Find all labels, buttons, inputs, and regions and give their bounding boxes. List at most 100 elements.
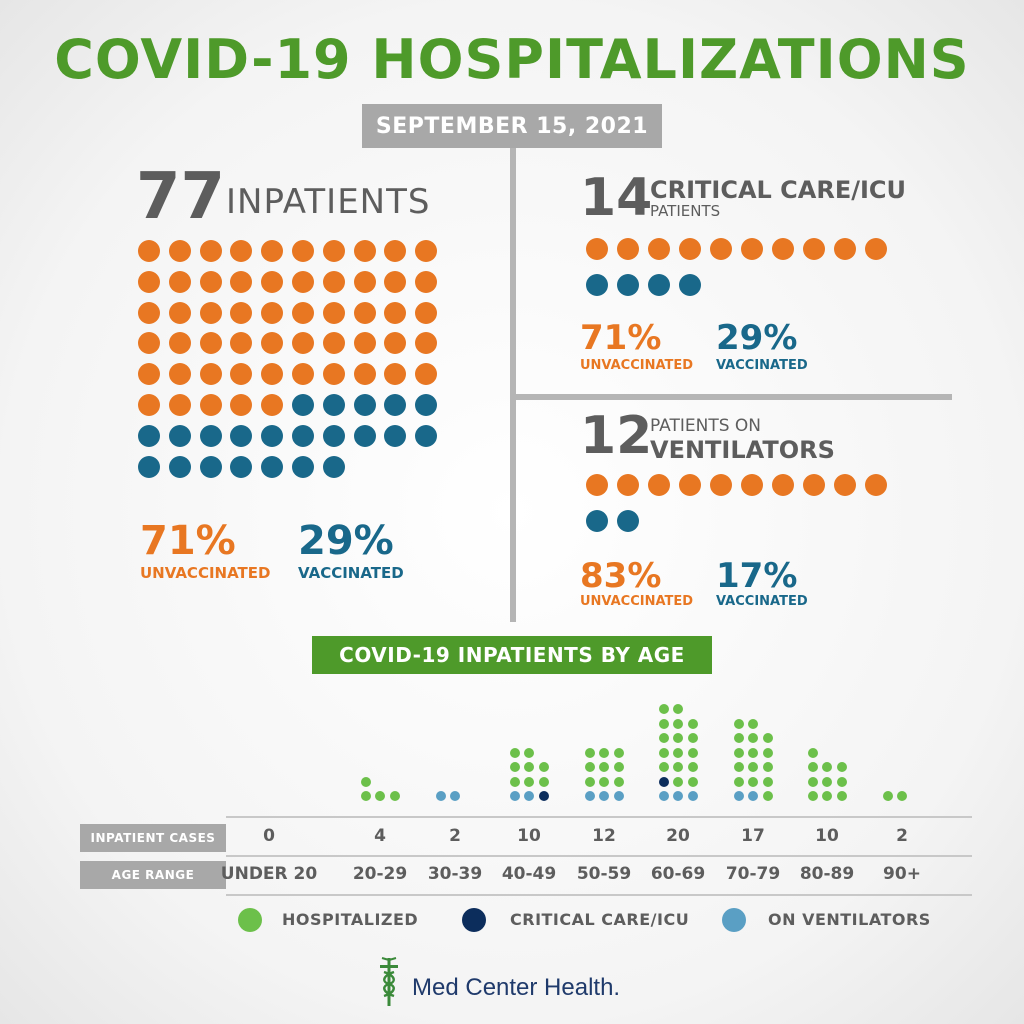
hospitalized-dot [360,791,371,801]
inpatient-vaccinated-dot [168,424,191,447]
inpatient-unvaccinated-dot [353,301,376,324]
hospitalized-dot [687,733,698,743]
hospitalized-dot [897,791,907,801]
inpatient-unvaccinated-dot [199,394,222,416]
icu-label-line1: CRITICAL CARE/ICU [650,176,907,204]
ventilator-dot [524,791,534,801]
icu-vaccinated-dot [586,274,608,296]
hospitalized-dot [673,718,683,729]
inpatient-unvaccinated-dot [322,301,345,324]
inpatient-unvaccinated-dot [168,363,191,386]
hospitalized-dot [673,776,683,787]
hospitalized-dot [584,747,595,758]
page-title: COVID-19 HOSPITALIZATIONS [54,28,970,91]
inpatient-unvaccinated-dot [322,270,345,293]
hospitalized-dot [882,791,893,801]
hospitalized-dot [687,747,698,758]
ventilator-dot [599,791,609,801]
hospitalized-dot [673,704,683,714]
hospitalized-dot [524,776,534,787]
age-range-value: 30-39 [427,864,483,884]
ventilator-unvaccinated-dot [586,474,608,496]
hospitalized-dot [836,762,847,772]
age-range-value: UNDER 20 [220,864,318,884]
inpatient-unvaccinated-dot [261,332,284,355]
hospitalized-dot [807,762,818,772]
hospitalized-dot [733,762,744,772]
inpatient-unvaccinated-dot [415,332,438,355]
ventilator-dot [613,791,624,801]
age-section-title: COVID-19 INPATIENTS BY AGE [312,636,712,674]
inpatient-unvaccinated-dot [261,363,284,386]
inpatient-vaccinated-dot [322,424,345,447]
caduceus-icon [380,957,398,1006]
inpatient-vaccinated-dot [261,455,284,478]
table-line-top [226,816,972,818]
inpatient-unvaccinated-dot [353,363,376,386]
table-line-bottom [226,894,972,896]
inpatient-unvaccinated-dot [230,363,253,386]
vertical-divider [510,148,516,622]
inpatient-unvaccinated-dot [384,363,407,386]
inpatient-vaccinated-dot [199,424,222,447]
cases-value: 10 [815,826,839,846]
inpatient-vaccinated-dot [292,394,314,416]
inpatient-unvaccinated-dot [199,270,222,293]
inpatient-unvaccinated-dot [199,332,222,355]
table-line-middle [226,855,972,857]
age-range-value: 70-79 [725,864,781,884]
inpatient-vaccinated-dot [292,455,314,478]
ventilator-dot [509,791,520,801]
icu-unvaccinated-dot [648,238,670,260]
cases-row-header: INPATIENT CASES [80,824,226,852]
inpatient-vaccinated-dot [353,424,376,447]
hospitalized-dot [658,718,669,729]
ventilator-dot [584,791,595,801]
icu-vaccinated-dot [679,274,701,296]
inpatient-vaccinated-dot [353,394,376,416]
inpatient-vaccinated-dot [415,394,438,416]
cases-value: 4 [374,826,386,846]
ventilators-label-line1: PATIENTS ON [650,416,762,436]
age-range-value: 50-59 [576,864,632,884]
icu-unvaccinated-dot [586,238,608,260]
inpatient-unvaccinated-dot [230,240,253,262]
ventilator-dot [748,791,758,801]
inpatient-unvaccinated-dot [261,301,284,324]
hospitalized-legend-dot [238,908,262,932]
inpatient-unvaccinated-dot [292,270,314,293]
inpatient-unvaccinated-dot [353,270,376,293]
hospitalized-dot [524,747,534,758]
ventilator-dot [733,791,744,801]
inpatients-unvaccinated-label: UNVACCINATED [140,564,271,582]
inpatient-vaccinated-dot [261,424,284,447]
age-range-value: 90+ [883,864,921,884]
inpatient-unvaccinated-dot [292,301,314,324]
inpatient-unvaccinated-dot [168,394,191,416]
icu-vaccinated-label: VACCINATED [716,358,808,373]
hospitalized-dot [613,762,624,772]
hospitalized-dot [673,733,683,743]
hospitalized-dot [673,747,683,758]
inpatients-vaccinated-label: VACCINATED [298,564,404,582]
inpatient-unvaccinated-dot [168,332,191,355]
icu-unvaccinated-dot [741,238,763,260]
inpatient-unvaccinated-dot [415,301,438,324]
hospitalized-dot [748,747,758,758]
inpatient-unvaccinated-dot [138,240,160,262]
inpatient-vaccinated-dot [230,424,253,447]
inpatient-unvaccinated-dot [230,394,253,416]
hospitalized-dot [822,791,832,801]
hospitalized-dot [524,762,534,772]
icu-vaccinated-pct: 29% [716,318,798,358]
hospitalized-dot [599,747,609,758]
hospitalized-dot [360,776,371,787]
inpatients-unvaccinated-pct: 71% [140,518,236,564]
critical-care-dot [658,776,669,787]
hospitalized-dot [733,776,744,787]
hospitalized-dot [822,776,832,787]
ventilator-unvaccinated-dot [710,474,732,496]
inpatient-unvaccinated-dot [261,394,284,416]
inpatient-unvaccinated-dot [230,270,253,293]
hospitalized-dot [538,776,549,787]
